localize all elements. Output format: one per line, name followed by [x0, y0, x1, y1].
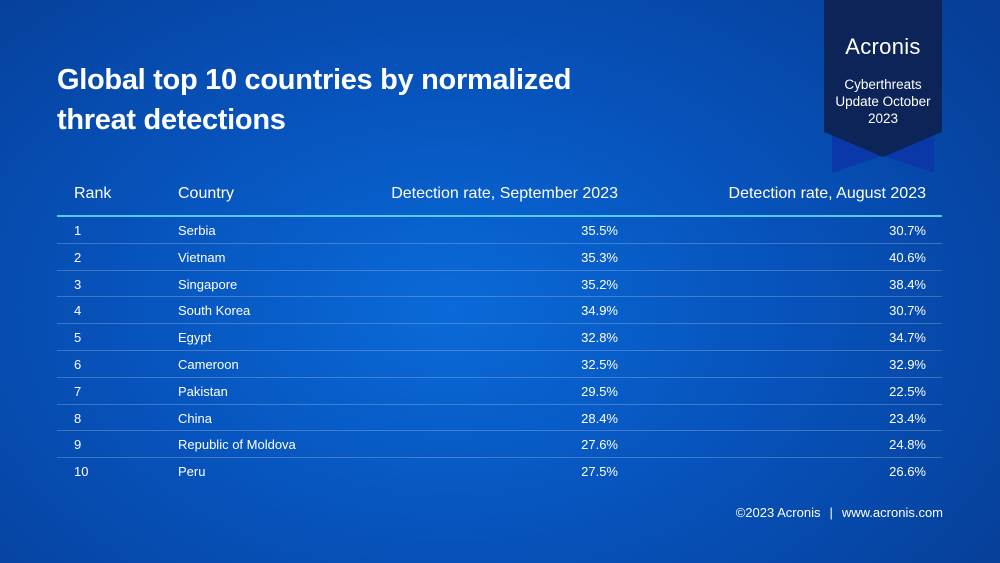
table-row: 3 Singapore 35.2% 38.4% [57, 271, 942, 298]
cell-rank: 6 [74, 356, 82, 372]
header-august: Detection rate, August 2023 [728, 185, 926, 202]
cell-september: 34.9% [581, 303, 618, 319]
cell-rank: 1 [74, 223, 82, 238]
cell-country: Vietnam [178, 249, 226, 265]
badge-subtitle: Cyberthreats Update October 2023 [835, 77, 931, 126]
table-row: 6 Cameroon 32.5% 32.9% [57, 351, 942, 378]
cell-august: 40.6% [889, 249, 926, 265]
cell-rank: 4 [74, 303, 82, 319]
cell-country: Singapore [178, 276, 238, 292]
cell-rank: 7 [74, 383, 82, 399]
cell-august: 38.4% [889, 276, 926, 292]
cell-rank: 5 [74, 330, 82, 346]
cell-august: 30.7% [889, 223, 926, 238]
cell-country: Republic of Moldova [178, 437, 296, 453]
table-header: Rank Country Detection rate, September 2… [57, 177, 942, 217]
table-row: 5 Egypt 32.8% 34.7% [57, 324, 942, 351]
acronis-logo: Acronis [845, 34, 921, 59]
footer-copyright: ©2023 Acronis [735, 505, 821, 520]
cell-country: Cameroon [178, 356, 239, 372]
cell-august: 34.7% [889, 330, 926, 346]
footer: ©2023 Acronis | www.acronis.com [736, 505, 943, 520]
detection-table: Rank Country Detection rate, September 2… [57, 177, 942, 484]
table-row: 4 South Korea 34.9% 30.7% [57, 297, 942, 325]
cell-country: Egypt [178, 330, 212, 346]
cell-rank: 10 [74, 464, 89, 480]
footer-website-link[interactable]: www.acronis.com [841, 505, 943, 520]
cell-country: Pakistan [178, 383, 228, 399]
table-row: 10 Peru 27.5% 26.6% [57, 458, 942, 484]
table-row: 8 China 28.4% 23.4% [57, 405, 942, 432]
cell-rank: 9 [74, 437, 82, 453]
table-row: 9 Republic of Moldova 27.6% 24.8% [57, 431, 942, 459]
cell-september: 28.4% [581, 410, 618, 426]
table-row: 1 Serbia 35.5% 30.7% [57, 217, 942, 244]
cell-september: 35.3% [581, 249, 618, 265]
cell-rank: 8 [74, 410, 82, 426]
cell-september: 27.6% [581, 437, 618, 453]
cell-country: China [178, 410, 212, 426]
table-row: 7 Pakistan 29.5% 22.5% [57, 378, 942, 405]
header-rank: Rank [74, 185, 112, 202]
table-row: 2 Vietnam 35.3% 40.6% [57, 244, 942, 271]
cell-august: 26.6% [889, 464, 926, 480]
footer-separator: | [829, 505, 833, 520]
cell-rank: 2 [74, 249, 82, 265]
cell-september: 27.5% [581, 464, 618, 480]
cell-september: 32.8% [581, 330, 618, 346]
cell-september: 29.5% [581, 383, 618, 399]
cell-august: 32.9% [889, 356, 926, 372]
cell-country: Peru [178, 464, 206, 480]
cell-september: 35.5% [581, 223, 618, 238]
cell-august: 30.7% [889, 303, 926, 319]
header-september: Detection rate, September 2023 [391, 185, 618, 202]
badge-ribbon [824, 0, 942, 157]
cell-august: 24.8% [889, 437, 926, 453]
cell-september: 35.2% [581, 276, 618, 292]
cell-august: 23.4% [889, 410, 926, 426]
header-country: Country [178, 185, 235, 202]
page-title: Global top 10 countries by normalized th… [57, 64, 572, 136]
acronis-badge: Acronis Cyberthreats Update October 2023 [824, 0, 942, 175]
cell-country: South Korea [178, 303, 251, 319]
cell-august: 22.5% [889, 383, 926, 399]
cell-rank: 3 [74, 276, 82, 292]
cell-country: Serbia [178, 223, 216, 238]
cell-september: 32.5% [581, 356, 618, 372]
